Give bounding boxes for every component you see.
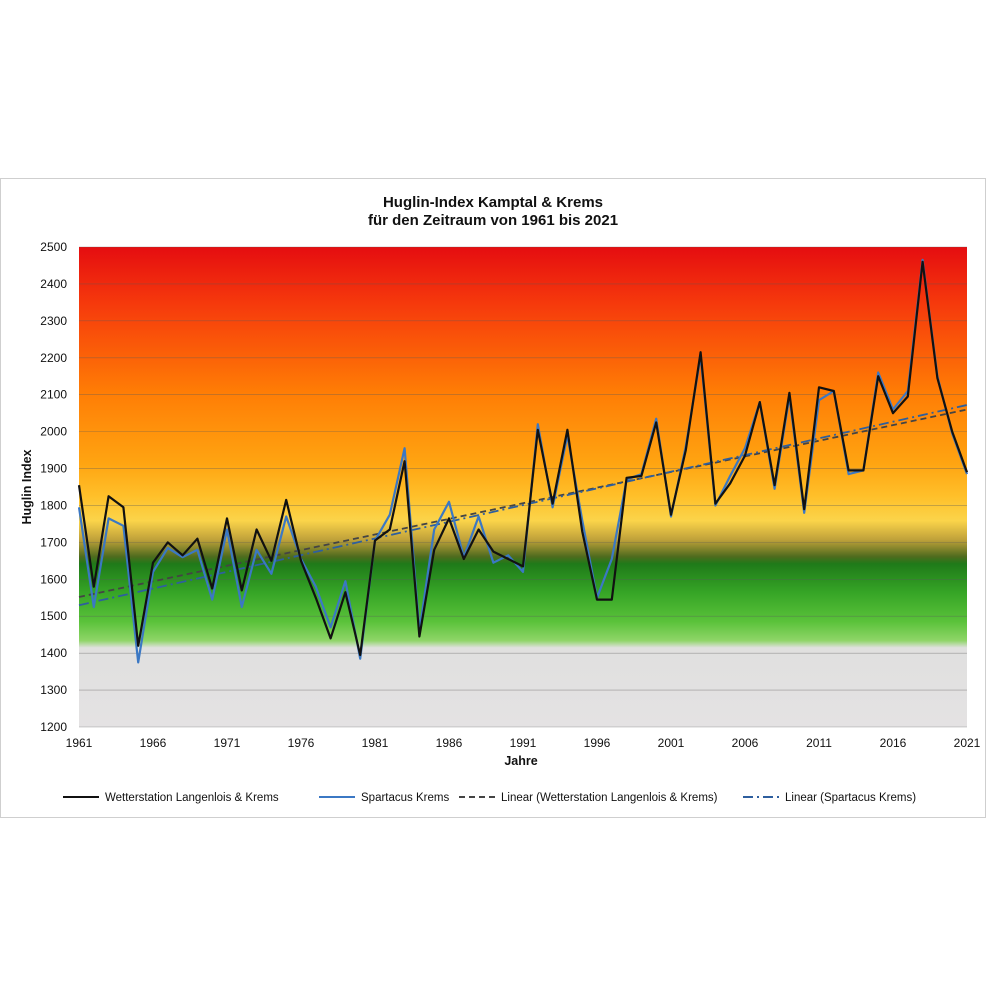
y-tick-label: 1300	[40, 683, 67, 697]
x-tick-label: 1991	[510, 736, 537, 750]
y-axis-ticks: 1200 1300 1400 1500 1600 1700 1800 1900 2000 2100…	[40, 240, 67, 734]
x-axis-ticks: 1961 1966 1971 1976 1981 1986 1991 1996 2001 2006…	[66, 736, 981, 750]
y-tick-label: 2300	[40, 314, 67, 328]
x-tick-label: 1966	[140, 736, 167, 750]
x-tick-label: 2006	[732, 736, 759, 750]
y-tick-label: 2200	[40, 351, 67, 365]
y-tick-label: 2400	[40, 277, 67, 291]
y-tick-label: 1700	[40, 535, 67, 549]
x-tick-label: 2001	[658, 736, 685, 750]
x-tick-label: 1981	[362, 736, 389, 750]
chart-title: Huglin-Index Kamptal & Krems	[383, 194, 603, 211]
series-line-2	[78, 408, 968, 598]
series-line-1	[77, 258, 969, 664]
y-tick-label: 1500	[40, 609, 67, 623]
series-line-0	[77, 260, 969, 657]
y-tick-label: 2000	[40, 425, 67, 439]
gridlines	[79, 246, 967, 728]
series-line-3	[78, 404, 968, 607]
y-tick-label: 1900	[40, 462, 67, 476]
x-tick-label: 2016	[880, 736, 907, 750]
legend: Wetterstation Langenlois & Krems Spartacu…	[63, 792, 916, 804]
x-tick-label: 1986	[436, 736, 463, 750]
legend-label-3: Linear (Spartacus Krems)	[785, 792, 916, 804]
chart-frame: Huglin-Index Kamptal & Krems für den Zei…	[0, 178, 986, 818]
x-tick-label: 1971	[214, 736, 241, 750]
legend-label-2: Linear (Wetterstation Langenlois & Krems…	[501, 792, 718, 804]
y-tick-label: 1200	[40, 720, 67, 734]
y-tick-label: 1600	[40, 572, 67, 586]
y-tick-label: 2100	[40, 388, 67, 402]
x-tick-label: 1976	[288, 736, 315, 750]
series-group	[77, 258, 969, 664]
chart-subtitle: für den Zeitraum von 1961 bis 2021	[368, 212, 618, 229]
y-axis-label: Huglin Index	[20, 449, 34, 524]
x-tick-label: 1961	[66, 736, 93, 750]
y-tick-label: 1800	[40, 498, 67, 512]
x-tick-label: 2011	[806, 736, 832, 750]
legend-label-0: Wetterstation Langenlois & Krems	[105, 792, 279, 804]
x-tick-label: 2021	[954, 736, 981, 750]
legend-label-1: Spartacus Krems	[361, 792, 449, 804]
plot-background	[79, 247, 967, 727]
y-tick-label: 1400	[40, 646, 67, 660]
x-tick-label: 1996	[584, 736, 611, 750]
y-tick-label: 2500	[40, 240, 67, 254]
x-axis-label: Jahre	[504, 754, 537, 768]
huglin-line-chart: Huglin-Index Kamptal & Krems für den Zei…	[20, 194, 981, 804]
